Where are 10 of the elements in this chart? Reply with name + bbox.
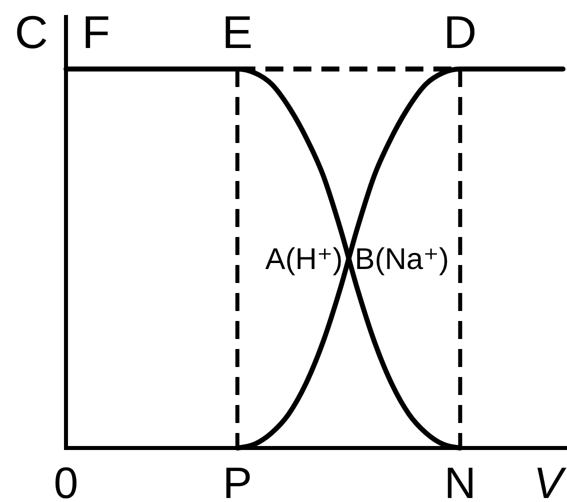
series-label: A(H⁺) [265,243,343,276]
series-label: B(Na⁺) [354,243,449,276]
x-axis-title: V [534,459,567,502]
y-axis-title: C [14,6,48,58]
x-tick-label: P [222,459,252,502]
annotation: E [222,6,253,58]
x-tick-label: 0 [54,459,78,502]
annotation: F [82,6,110,58]
annotation: D [444,6,477,58]
x-tick-label: N [444,459,476,502]
